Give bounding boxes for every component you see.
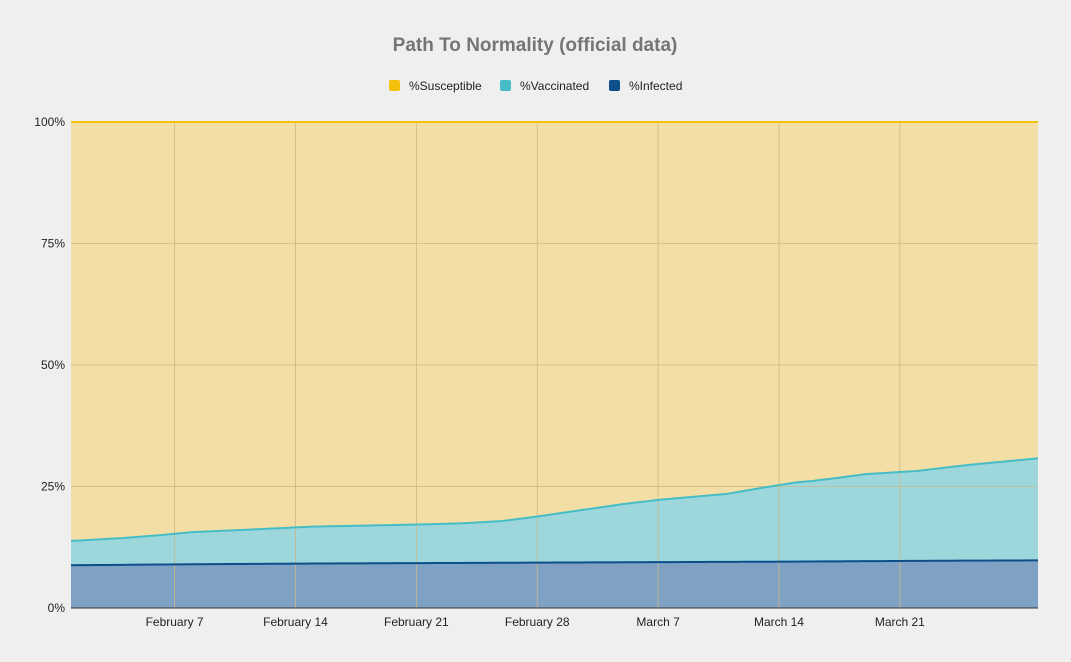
y-tick-label: 100% [34,115,65,129]
legend-label: %Susceptible [409,79,482,93]
legend-swatch [609,80,620,91]
legend-swatch [500,80,511,91]
series-line-vaccinated [70,457,1039,542]
series-area-infected [71,560,1038,608]
plot-area: 0% 25% 50% 75% 100% February 7 February 14 Febr… [34,115,1039,629]
y-tick-label: 25% [41,480,65,494]
x-tick-label: February 21 [384,615,449,629]
legend-swatch [389,80,400,91]
y-tick-label: 50% [41,358,65,372]
legend: %Susceptible %Vaccinated %Infected [389,79,682,93]
x-tick-label: February 7 [146,615,204,629]
y-tick-label: 75% [41,237,65,251]
x-tick-label: February 14 [263,615,328,629]
series-line-infected [70,559,1039,567]
chart-title: Path To Normality (official data) [393,35,678,56]
y-tick-label: 0% [48,601,66,615]
x-tick-label: February 28 [505,615,570,629]
x-tick-label: March 21 [875,615,925,629]
legend-label: %Infected [629,79,682,93]
x-tick-label: March 14 [754,615,804,629]
x-tick-label: March 7 [636,615,680,629]
legend-label: %Vaccinated [520,79,589,93]
